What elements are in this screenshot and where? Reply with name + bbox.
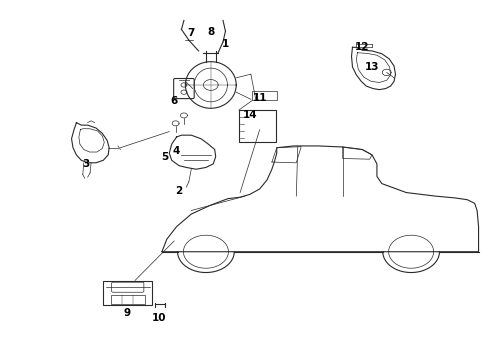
Text: 11: 11: [252, 93, 267, 103]
Text: 4: 4: [173, 146, 180, 156]
Text: 8: 8: [207, 27, 215, 37]
Text: 1: 1: [222, 39, 229, 49]
Text: 5: 5: [161, 152, 168, 162]
Text: 10: 10: [152, 313, 167, 323]
Bar: [103, 281, 152, 305]
Text: 2: 2: [175, 186, 183, 196]
Text: 3: 3: [83, 159, 90, 169]
Bar: [252, 91, 277, 100]
Text: 7: 7: [188, 28, 195, 38]
Text: 9: 9: [123, 309, 130, 318]
Text: 13: 13: [365, 62, 379, 72]
Text: 12: 12: [355, 42, 369, 52]
Text: 6: 6: [171, 96, 178, 106]
Text: 14: 14: [243, 111, 257, 121]
Bar: [111, 295, 145, 304]
Bar: [239, 110, 275, 142]
